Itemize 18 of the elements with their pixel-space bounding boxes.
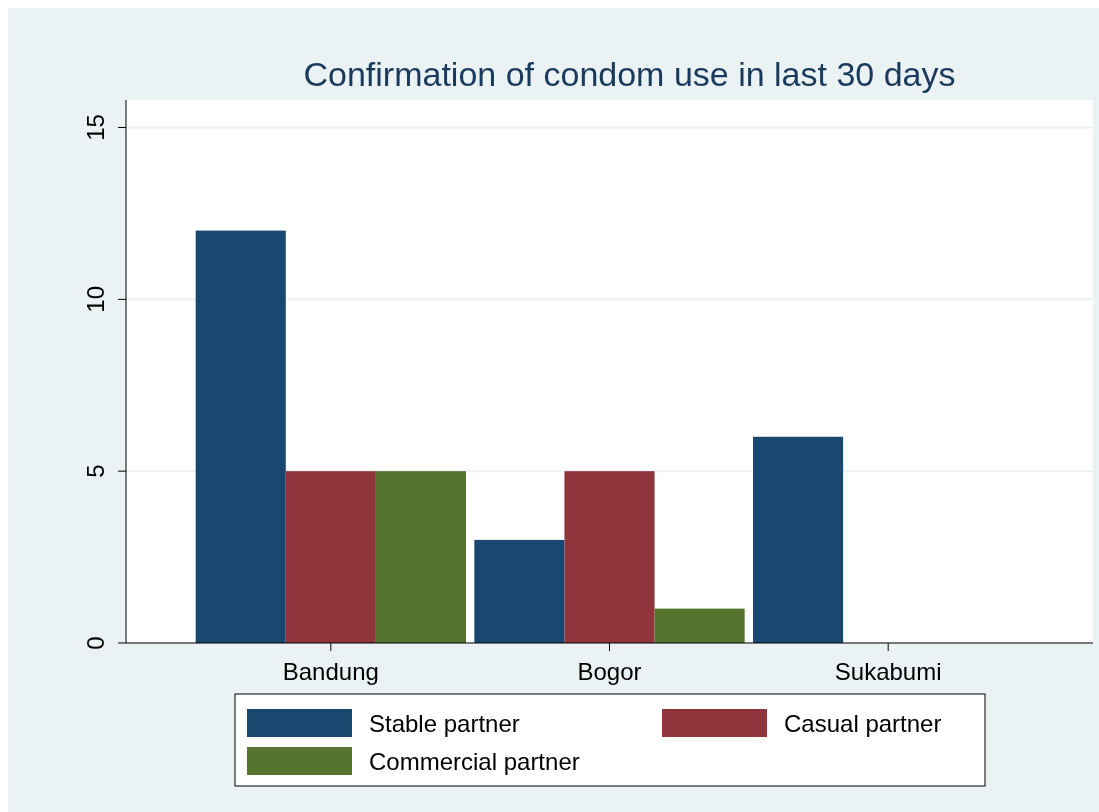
legend-label: Stable partner (369, 710, 520, 737)
y-tick-label: 0 (82, 636, 109, 650)
y-tick-label: 10 (82, 285, 109, 313)
bar (474, 539, 565, 643)
legend-label: Commercial partner (369, 748, 580, 775)
x-tick-label: Bandung (282, 658, 379, 685)
y-tick-label: 5 (82, 464, 109, 478)
bar (564, 471, 655, 643)
legend-label: Casual partner (784, 710, 942, 737)
bar (285, 471, 376, 643)
x-tick-label: Sukabumi (834, 658, 942, 685)
bar (195, 230, 286, 643)
y-tick-label: 15 (82, 114, 109, 141)
bar (375, 471, 466, 643)
bar (753, 436, 844, 643)
chart-title: Confirmation of condom use in last 30 days (303, 55, 956, 93)
bar (654, 608, 745, 643)
x-tick-label: Bogor (577, 658, 642, 685)
